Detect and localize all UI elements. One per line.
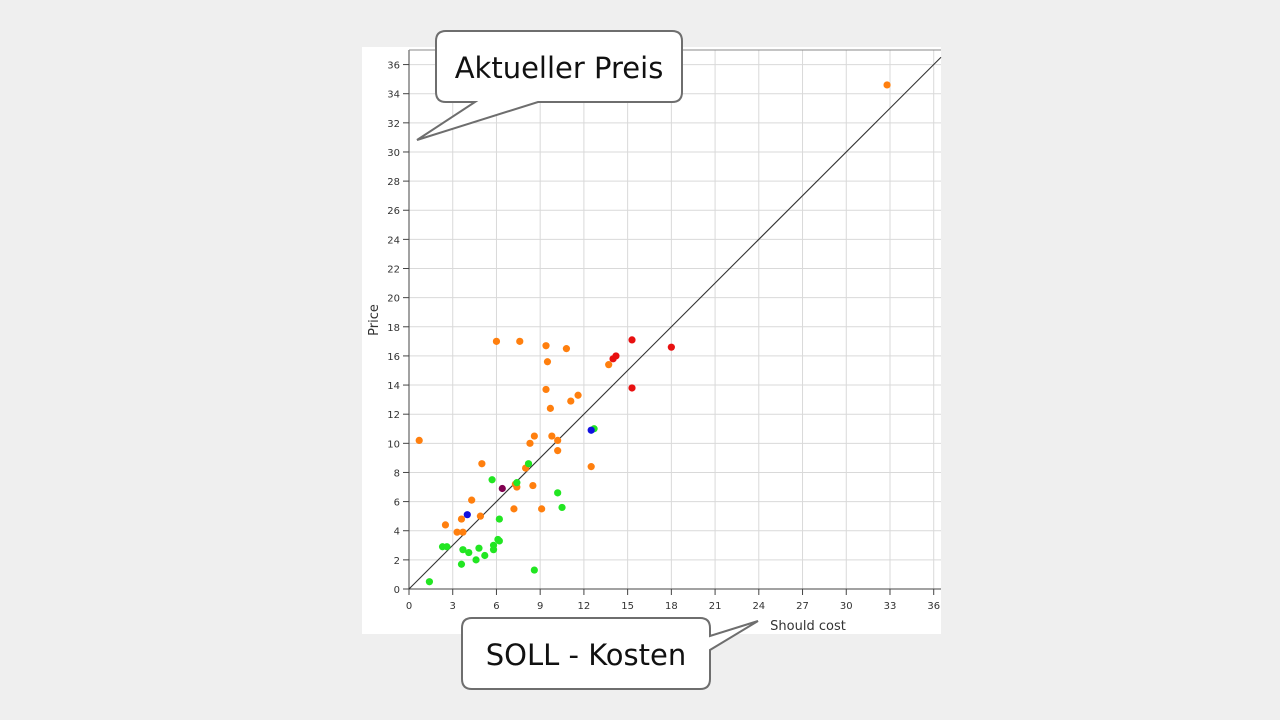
orange-data-point bbox=[516, 337, 524, 345]
chart-panel bbox=[362, 47, 941, 634]
y-tick-label: 10 bbox=[387, 439, 400, 450]
orange-data-point bbox=[476, 512, 485, 520]
y-tick-label: 30 bbox=[387, 148, 400, 159]
green-data-point bbox=[457, 560, 466, 568]
green-data-point bbox=[489, 541, 498, 549]
green-data-point bbox=[443, 543, 451, 551]
green-data-point bbox=[488, 476, 496, 484]
orange-data-point bbox=[542, 385, 550, 394]
orange-data-point bbox=[587, 463, 595, 471]
blue-data-point bbox=[463, 511, 471, 519]
x-tick-label: 15 bbox=[621, 601, 634, 612]
green-data-point bbox=[481, 551, 489, 560]
data-points bbox=[415, 81, 891, 586]
x-tick-label: 33 bbox=[884, 601, 897, 612]
y-tick-label: 34 bbox=[387, 90, 400, 101]
orange-data-point bbox=[415, 436, 423, 445]
y-tick-label: 12 bbox=[387, 410, 400, 421]
orange-data-point bbox=[492, 337, 501, 345]
y-tick-label: 0 bbox=[394, 585, 400, 596]
purple-data-point bbox=[498, 484, 506, 493]
y-tick-label: 2 bbox=[394, 556, 400, 567]
orange-data-point bbox=[457, 515, 466, 523]
orange-data-point bbox=[478, 460, 486, 468]
orange-data-point bbox=[567, 397, 575, 405]
green-data-point bbox=[459, 546, 467, 554]
orange-data-point bbox=[510, 505, 518, 513]
orange-data-point bbox=[574, 391, 582, 399]
green-data-point bbox=[513, 479, 521, 487]
green-data-point bbox=[530, 566, 538, 574]
red-data-point bbox=[667, 343, 675, 351]
orange-data-point bbox=[459, 528, 467, 536]
y-tick-label: 26 bbox=[387, 206, 400, 217]
blue-data-point bbox=[587, 426, 595, 434]
x-tick-label: 21 bbox=[709, 601, 722, 612]
y-tick-label: 24 bbox=[387, 235, 400, 246]
x-tick-label: 6 bbox=[493, 601, 499, 612]
orange-data-point bbox=[605, 361, 613, 369]
orange-data-point bbox=[554, 436, 562, 445]
price-callout-text: Aktueller Preis bbox=[455, 51, 664, 85]
x-tick-label: 24 bbox=[752, 601, 765, 612]
green-data-point bbox=[425, 578, 434, 586]
orange-data-point bbox=[529, 481, 537, 490]
green-data-point bbox=[465, 548, 473, 557]
red-data-point bbox=[612, 352, 620, 360]
green-data-point bbox=[554, 489, 562, 497]
cost-callout bbox=[461, 617, 759, 690]
y-tick-label: 6 bbox=[394, 498, 400, 509]
x-tick-label: 3 bbox=[450, 601, 456, 612]
y-tick-label: 16 bbox=[387, 352, 400, 363]
green-data-point bbox=[472, 556, 480, 564]
price-callout bbox=[416, 30, 683, 141]
orange-data-point bbox=[883, 81, 891, 89]
y-tick-label: 4 bbox=[394, 527, 400, 538]
orange-data-point bbox=[546, 404, 554, 412]
cost-callout-text: SOLL - Kosten bbox=[486, 638, 686, 672]
x-tick-label: 9 bbox=[537, 601, 543, 612]
green-data-point bbox=[524, 460, 533, 468]
orange-data-point bbox=[530, 432, 538, 440]
y-tick-label: 8 bbox=[394, 468, 400, 479]
green-data-point bbox=[558, 503, 566, 512]
reference-line bbox=[408, 56, 942, 590]
red-data-point bbox=[628, 384, 636, 392]
x-tick-label: 36 bbox=[927, 601, 940, 612]
green-data-point bbox=[495, 515, 503, 523]
orange-data-point bbox=[548, 432, 556, 440]
x-tick-label: 27 bbox=[796, 601, 809, 612]
y-tick-label: 28 bbox=[387, 177, 400, 188]
orange-data-point bbox=[543, 358, 552, 366]
x-tick-label: 0 bbox=[406, 601, 412, 612]
orange-data-point bbox=[453, 528, 461, 536]
orange-data-point bbox=[554, 447, 562, 455]
x-tick-label: 18 bbox=[665, 601, 678, 612]
orange-data-point bbox=[538, 505, 546, 513]
reference-line-group bbox=[408, 56, 942, 590]
green-data-point bbox=[475, 544, 483, 552]
orange-data-point bbox=[441, 521, 450, 529]
y-axis-title: Price bbox=[367, 304, 382, 336]
orange-data-point bbox=[468, 496, 476, 504]
y-tick-label: 32 bbox=[387, 119, 400, 130]
orange-data-point bbox=[562, 345, 571, 353]
x-tick-label: 30 bbox=[840, 601, 853, 612]
orange-data-point bbox=[542, 342, 550, 350]
y-tick-label: 20 bbox=[387, 294, 400, 305]
y-tick-label: 14 bbox=[387, 381, 400, 392]
x-tick-label: 12 bbox=[578, 601, 591, 612]
y-tick-label: 18 bbox=[387, 323, 400, 334]
red-data-point bbox=[628, 336, 636, 344]
green-data-point bbox=[495, 537, 503, 545]
orange-data-point bbox=[526, 439, 534, 447]
x-axis-title: Should cost bbox=[770, 619, 846, 634]
y-tick-label: 22 bbox=[387, 265, 400, 276]
y-tick-label: 36 bbox=[387, 61, 400, 72]
